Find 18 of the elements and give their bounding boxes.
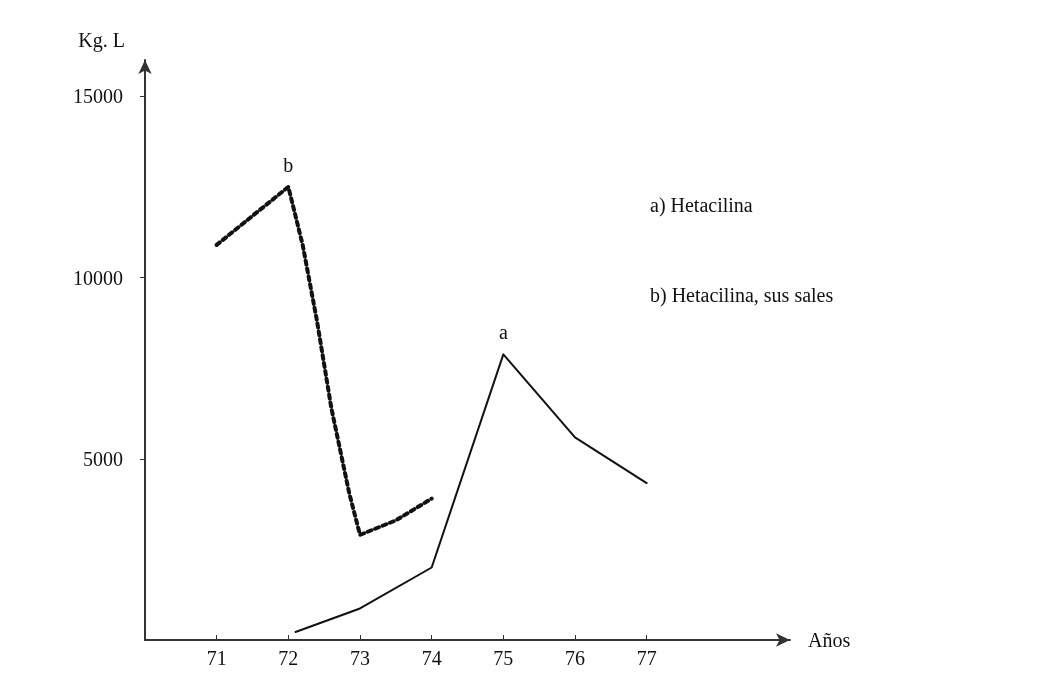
annotation: a [498, 321, 508, 344]
x-tick-label: 76 [565, 647, 585, 669]
x-tick-label: 74 [421, 647, 442, 669]
x-tick-label: 75 [493, 647, 514, 669]
annotation: b) Hetacilina, sus sales [650, 284, 834, 307]
x-tick-label: 73 [350, 647, 370, 669]
x-tick-label: 77 [636, 647, 657, 669]
y-tick-label: 15000 [73, 85, 123, 108]
annotation: b [283, 153, 294, 176]
x-tick-label: 71 [206, 647, 227, 669]
x-axis-title: Años [808, 629, 851, 651]
line-series [214, 184, 434, 537]
line-series [294, 353, 648, 634]
y-axis-title: Kg. L [78, 29, 125, 52]
x-tick-label: 72 [278, 647, 299, 669]
y-tick-label: 5000 [83, 447, 123, 470]
y-tick-label: 10000 [73, 266, 123, 289]
annotation: a) Hetacilina [650, 194, 753, 217]
